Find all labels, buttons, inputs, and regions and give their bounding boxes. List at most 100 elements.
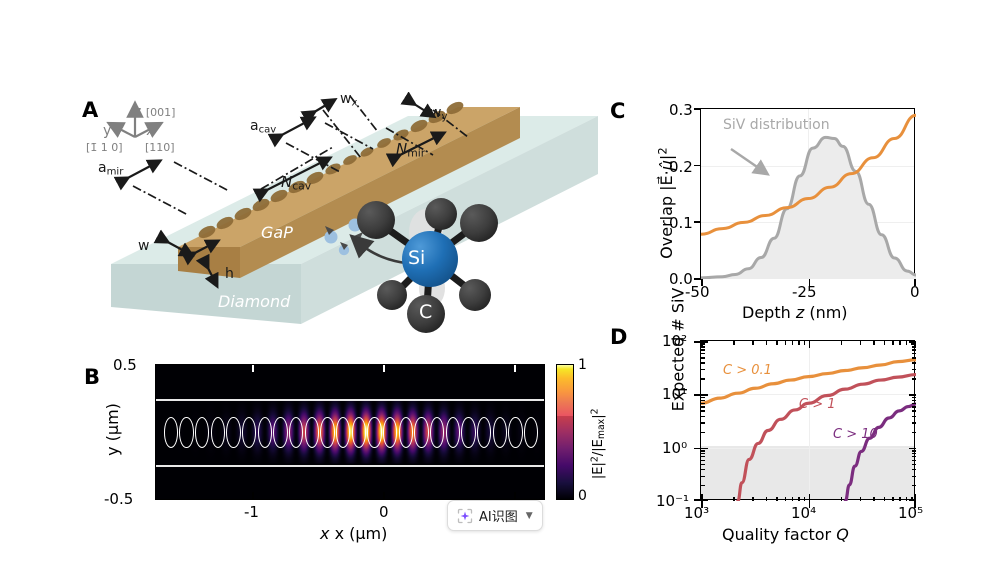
d-xtick-minor [791,497,794,501]
d-xtick-major [701,501,703,508]
d-xtick-minor-top [733,341,735,345]
ai-image-recognition-widget[interactable]: AI识图 ▼ [447,500,543,531]
d-xtick-minor-top [840,341,843,345]
dim-label-w: w [138,238,150,254]
panel-d-plot: C > 0.1 C > 1 C > 10 [694,340,917,508]
d-xtick-minor [701,494,703,501]
d-ytick-minor-right [912,459,916,462]
d-ytick-minor [701,447,708,450]
d-ytick-minor-right [912,431,916,434]
c-xtick-mark [914,279,916,286]
c-curves-svg [701,113,916,279]
d-ytick-minor-right [912,484,916,487]
d-ytick-minor [701,410,705,412]
hole-outline [508,416,523,448]
hole-outline [241,416,257,448]
d-ytick-minor-right [912,475,916,478]
colorbar-label: |E|2/|Emax|2 [589,408,608,479]
waveguide-edge-top [156,399,544,401]
d-xtick-minor-top [752,341,754,345]
d-ytick-minor [701,475,705,478]
d-xtick-minor-top [883,341,886,345]
d-xtick-minor-top [859,341,862,345]
d-gridline-10 [701,394,914,396]
d-ytick-major [694,341,701,343]
d-xtick-minor-top [914,341,916,348]
d-ytick-minor [701,452,705,455]
b-tick-bottom-1 [252,492,254,499]
hole-outline [367,416,382,448]
d-ytick-minor [701,415,705,418]
d-ytick-minor-right [912,468,916,471]
d-xtick-minor [798,497,800,501]
c-ytick-mark [694,221,701,224]
d-ytick-1e2: 10² [662,332,688,350]
d-ytick-minor [701,402,705,405]
d-xtick-1e4: 10⁴ [791,504,817,522]
b-tick-bottom-3 [514,492,516,499]
d-xlabel: Quality factor Q [722,525,849,544]
hole-outline [226,416,241,448]
d-xtick-minor-top [803,341,806,345]
d-ytick-minor [701,362,705,364]
d-ytick-minor [701,406,705,408]
d-ytick-minor [701,499,708,501]
d-ytick-minor [701,399,705,402]
d-xtick-minor-top [791,341,794,345]
d-ytick-minor [701,431,705,434]
d-ytick-minor-right [912,399,916,402]
b-ytick-bottom: -0.5 [104,490,134,508]
c-xtick-mark [701,279,703,286]
d-ytick-minor [701,463,705,466]
hole-outline [476,416,492,448]
c-ytick-0.0: 0.0 [669,270,693,288]
material-label-diamond: Diamond [218,292,291,311]
d-ytick-minor [701,343,705,345]
schematic-svg [106,92,598,333]
hole-outline [429,416,445,448]
d-xtick-minor-top [911,341,913,345]
d-ytick-minor [701,378,705,380]
d-ytick-minor-right [912,463,916,466]
dim-label-w-y: wy [430,105,448,123]
hole-outline [179,416,194,448]
hole-outline [461,416,476,448]
c-ytick-mark [694,164,701,167]
d-xtick-minor [765,497,768,501]
panel-a-schematic: z [001] x [110] y [1̄ 1 0] amir acav wx … [78,91,598,352]
d-ytick-minor-right [912,406,916,408]
hole-outline [335,416,351,448]
d-xtick-minor [883,497,886,501]
d-xtick-1e3: 10³ [684,504,710,522]
d-xtick-minor [914,494,916,501]
hole-outline [523,416,539,448]
colorbar-max: 1 [578,357,587,373]
c-xtick-mark [808,279,811,286]
c-ytick-0.2: 0.2 [669,158,693,176]
c-xtick-minus50: -50 [685,283,710,301]
d-ytick-minor-right [912,452,916,455]
hole-outline [398,416,414,448]
d-ytick-minor-right [912,378,916,380]
d-ytick-minor [701,341,708,343]
hole-outline [273,416,288,448]
d-ytick-1e1: 10¹ [662,385,688,403]
d-ytick-minor [701,352,705,355]
d-xtick-1e5: 10⁵ [898,504,924,522]
d-ytick-minor-right [912,396,916,399]
hole-outline [492,416,508,448]
d-ytick-minor [701,394,708,396]
axis-x-label: x [146,123,155,139]
d-xtick-minor-top [784,341,787,345]
d-ytick-minor [701,459,705,462]
d-ytick-minor-right [912,422,916,424]
d-xtick-minor [733,497,735,501]
axis-x-index: [110] [145,141,175,154]
d-xtick-minor [905,497,908,501]
c-xtick-0: 0 [910,283,920,301]
d-ytick-minor-right [912,346,916,348]
d-xtick-minor-top [808,341,811,348]
panel-letter-d: D [610,325,628,349]
d-ytick-minor-right [912,352,916,355]
